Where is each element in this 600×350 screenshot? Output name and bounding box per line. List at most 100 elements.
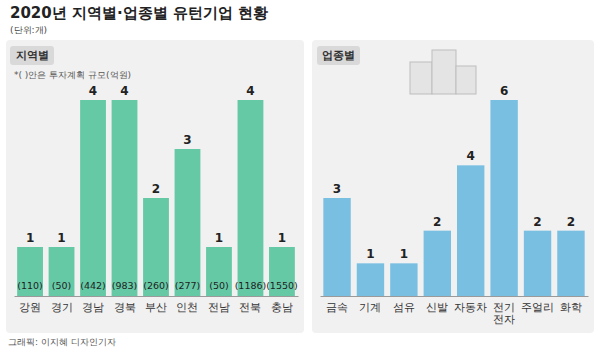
investment-label: (277) <box>175 280 201 291</box>
credit: 그래픽: 이지혜 디자인기자 <box>8 337 116 347</box>
x-axis: 금속 기계 섬유 신발 자동차 전기전자 주얼리 화학 <box>321 296 589 326</box>
data-label: 1 <box>57 231 65 245</box>
tick-label: 전남 <box>208 301 230 314</box>
panel-title-box <box>317 46 360 65</box>
building-shape <box>456 66 476 94</box>
x-axis: 강원 경기 경남 경북 부산 인천 전남 전북 충남 <box>15 296 299 314</box>
tick-label: 전북 <box>239 301 261 314</box>
tick: 전남 <box>208 296 230 314</box>
bar <box>323 198 350 296</box>
chart-root: 2020년 지역별·업종별 유턴기업 현황 (단위:개) 지역별 *( )안은 투자계… <box>0 0 600 350</box>
panel-background <box>312 40 594 333</box>
data-label: 1 <box>26 231 34 245</box>
tick-label: 충남 <box>271 301 293 314</box>
tick: 인천 <box>176 296 198 314</box>
investment-label: (442) <box>80 280 106 291</box>
data-label: 1 <box>278 231 286 245</box>
data-label: 3 <box>333 182 341 196</box>
investment-label: (260) <box>143 280 169 291</box>
investment-label: (983) <box>112 280 138 291</box>
tick-label: 화학 <box>560 301 582 314</box>
panel-title-box <box>10 46 54 65</box>
tick-label: 경기 <box>51 301 73 314</box>
panel: 지역별 *( )안은 투자계획 규모(억원) 강원 경기 경남 경북 부산 인천 전남 전북 충남 1… <box>6 40 304 333</box>
tick-label: 기계 <box>359 301 381 314</box>
axis-line <box>15 296 299 297</box>
panel-title: 업종별 <box>322 49 355 62</box>
tick: 경기 <box>51 296 73 314</box>
tick-label: 경북 <box>114 301 136 314</box>
bar <box>424 231 451 296</box>
tick: 전기전자 <box>493 296 515 326</box>
tick: 부산 <box>145 296 167 314</box>
investment-label: (50) <box>52 280 72 291</box>
tick: 강원 <box>19 296 41 314</box>
panel: 업종별금속 기계 섬유 신발 자동차 전기전자 주얼리 화학 3 1 1 2 4 6 2 2 <box>312 40 594 333</box>
bar <box>357 263 384 296</box>
tick-label: 금속 <box>326 301 348 314</box>
tick: 충남 <box>271 296 293 314</box>
data-label: 6 <box>500 84 508 98</box>
bar <box>112 100 138 296</box>
bar <box>143 198 169 296</box>
note: *( )안은 투자계획 규모(억원) <box>14 70 131 80</box>
data-label: 4 <box>467 149 475 163</box>
tick-label: 인천 <box>176 301 198 314</box>
data-label: 2 <box>433 215 441 229</box>
investment-label: (1186) <box>235 280 267 291</box>
investment-labels: (110) (50) (442) (983) (260) (277) (50) (1186)(… <box>17 280 297 291</box>
tick: 경남 <box>82 296 104 314</box>
building-icon <box>410 50 476 94</box>
data-label: 4 <box>89 84 97 98</box>
building-shape <box>432 50 456 94</box>
page-title: 2020년 지역별·업종별 유턴기업 현황 <box>10 4 268 22</box>
bars <box>323 100 584 296</box>
tick-label: 강원 <box>19 301 41 314</box>
data-label: 4 <box>120 84 128 98</box>
data-label: 1 <box>215 231 223 245</box>
investment-label: (110) <box>17 280 43 291</box>
bar <box>49 247 75 296</box>
unit-label: (단위:개) <box>10 25 47 35</box>
data-label: 2 <box>567 215 575 229</box>
tick: 화학 <box>560 296 582 314</box>
bar <box>238 100 264 296</box>
data-labels: 1 1 4 4 2 3 1 4 1 <box>26 84 286 245</box>
tick: 경북 <box>114 296 136 314</box>
data-label: 4 <box>246 84 254 98</box>
tick-label: 섬유 <box>393 301 415 314</box>
data-label: 2 <box>533 215 541 229</box>
data-label: 2 <box>152 182 160 196</box>
panel-title: 지역별 <box>15 49 49 62</box>
tick: 주얼리 <box>521 296 554 314</box>
tick-label: 전기전자 <box>493 301 515 327</box>
bar <box>490 100 517 296</box>
bar <box>457 165 484 296</box>
tick-label: 경남 <box>82 301 104 314</box>
bar <box>175 149 201 296</box>
bars <box>17 100 295 296</box>
tick-label: 신발 <box>426 301 448 314</box>
tick: 기계 <box>359 296 381 314</box>
bar <box>17 247 43 296</box>
data-labels: 3 1 1 2 4 6 2 2 <box>333 84 575 261</box>
bar <box>80 100 106 296</box>
investment-label: (50) <box>209 280 229 291</box>
data-label: 1 <box>400 247 408 261</box>
panel-background <box>6 40 304 333</box>
bar <box>206 247 232 296</box>
investment-label: (1550) <box>266 280 298 291</box>
bar <box>390 263 417 296</box>
bar <box>524 231 551 296</box>
data-label: 1 <box>366 247 374 261</box>
tick-label: 자동차 <box>454 301 487 314</box>
tick: 금속 <box>326 296 348 314</box>
data-label: 3 <box>183 133 191 147</box>
building-shape <box>410 62 432 94</box>
bar <box>557 231 584 296</box>
tick-label: 주얼리 <box>521 301 554 314</box>
tick: 섬유 <box>393 296 415 314</box>
tick: 신발 <box>426 296 448 314</box>
tick-label: 부산 <box>145 301 167 314</box>
tick: 자동차 <box>454 296 487 314</box>
